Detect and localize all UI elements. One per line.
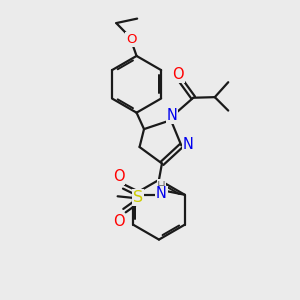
Text: O: O xyxy=(113,169,124,184)
Text: O: O xyxy=(126,33,136,46)
Text: N: N xyxy=(182,137,194,152)
Text: O: O xyxy=(113,214,124,229)
Text: S: S xyxy=(133,190,143,205)
Text: N: N xyxy=(167,108,178,123)
Text: H: H xyxy=(157,180,166,193)
Text: O: O xyxy=(172,67,184,82)
Text: N: N xyxy=(156,186,167,201)
